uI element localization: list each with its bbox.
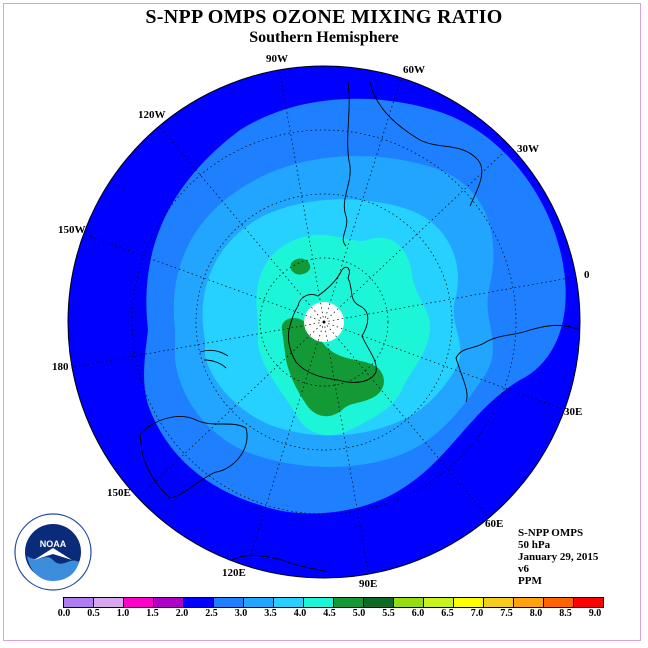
lon-label-90w: 90W bbox=[266, 53, 288, 65]
map-boundary bbox=[67, 65, 581, 579]
colorbar-swatch bbox=[483, 598, 513, 607]
colorbar-swatch bbox=[243, 598, 273, 607]
colorbar-tick-label: 0.0 bbox=[57, 608, 71, 619]
colorbar-tick-label: 7.0 bbox=[470, 608, 484, 619]
colorbar-tick-label: 6.0 bbox=[411, 608, 425, 619]
latitude-circle bbox=[259, 257, 389, 387]
coast-new-zealand bbox=[199, 349, 229, 369]
colorbar-swatch bbox=[543, 598, 573, 607]
coast-indonesia bbox=[231, 554, 329, 573]
colorbar-tick-label: 8.5 bbox=[559, 608, 572, 619]
meridian-0 bbox=[323, 275, 580, 323]
colorbar-swatch bbox=[64, 598, 93, 607]
info-date: January 29, 2015 bbox=[518, 551, 599, 563]
coast-antarctica bbox=[287, 266, 377, 383]
coast-australia bbox=[139, 416, 248, 499]
colorbar-tick-label: 4.5 bbox=[323, 608, 336, 619]
latitude-circle bbox=[131, 129, 517, 515]
colorbar-swatch bbox=[273, 598, 303, 607]
colorbar-swatch bbox=[93, 598, 123, 607]
lon-label-120e: 120E bbox=[222, 567, 246, 579]
longitude-labels: 90W 60W 30W 0 30E 60E 90E 120E 150E 180 … bbox=[52, 53, 590, 590]
colorbar-tick-label: 3.0 bbox=[234, 608, 248, 619]
figure-frame bbox=[3, 3, 641, 641]
colorbar-swatch bbox=[393, 598, 423, 607]
colorbar-tick-label: 6.5 bbox=[441, 608, 454, 619]
colorbar-swatch bbox=[453, 598, 483, 607]
lon-label-90e: 90E bbox=[359, 578, 377, 590]
colorbar-swatch bbox=[213, 598, 243, 607]
colorbar-tick-label: 5.0 bbox=[352, 608, 366, 619]
colorbar-tick-label: 2.0 bbox=[175, 608, 189, 619]
page-title: S-NPP OMPS OZONE MIXING RATIO bbox=[145, 6, 503, 28]
coast-africa bbox=[455, 324, 580, 403]
ozone-band-4.5-main bbox=[281, 318, 384, 417]
colorbar-tick-label: 5.5 bbox=[382, 608, 395, 619]
lon-label-180: 180 bbox=[52, 361, 69, 373]
colorbar-swatch bbox=[153, 598, 183, 607]
colorbar-swatch bbox=[573, 598, 603, 607]
colorbar-swatch bbox=[333, 598, 363, 607]
info-version: v6 bbox=[518, 563, 529, 575]
colorbar-tick-label: 8.0 bbox=[529, 608, 543, 619]
colorbar-swatch bbox=[423, 598, 453, 607]
lon-label-30e: 30E bbox=[564, 406, 582, 418]
colorbar-tick-label: 1.0 bbox=[116, 608, 130, 619]
lon-label-60w: 60W bbox=[403, 64, 425, 76]
meridian-180 bbox=[68, 321, 325, 369]
noaa-logo: NOAA bbox=[14, 513, 92, 591]
logo-bird-icon bbox=[34, 548, 72, 560]
colorbar-swatch bbox=[183, 598, 213, 607]
colorbar-tick-label: 2.5 bbox=[205, 608, 218, 619]
colorbar bbox=[63, 597, 604, 608]
info-instrument: S-NPP OMPS bbox=[518, 527, 584, 539]
ozone-contours bbox=[68, 66, 580, 578]
colorbar-tick-label: 4.0 bbox=[293, 608, 307, 619]
colorbar-tick-label: 9.0 bbox=[588, 608, 602, 619]
latitude-circle bbox=[195, 193, 453, 451]
logo-wave bbox=[27, 556, 79, 581]
lon-label-0: 0 bbox=[584, 269, 590, 281]
graticule bbox=[68, 67, 580, 577]
info-units: PPM bbox=[518, 575, 542, 587]
colorbar-tick-label: 7.5 bbox=[500, 608, 513, 619]
colorbar-swatch bbox=[123, 598, 153, 607]
logo-text: NOAA bbox=[40, 539, 67, 549]
colorbar-swatch bbox=[363, 598, 393, 607]
colorbar-tick-label: 0.5 bbox=[87, 608, 100, 619]
lon-label-30w: 30W bbox=[517, 143, 539, 155]
meridian-30w bbox=[323, 150, 506, 323]
meridian-150e bbox=[142, 321, 325, 494]
coastlines bbox=[139, 81, 580, 573]
colorbar-swatch bbox=[303, 598, 333, 607]
coast-south-america bbox=[342, 81, 483, 247]
lon-label-60e: 60E bbox=[485, 518, 503, 530]
lon-label-150w: 150W bbox=[58, 224, 86, 236]
lon-label-150e: 150E bbox=[107, 487, 131, 499]
info-level: 50 hPa bbox=[518, 539, 551, 551]
ozone-band-4.5-small bbox=[290, 258, 311, 275]
lon-label-120w: 120W bbox=[138, 109, 166, 121]
colorbar-tick-label: 1.5 bbox=[146, 608, 159, 619]
colorbar-tick-label: 3.5 bbox=[264, 608, 277, 619]
page-subtitle: Southern Hemisphere bbox=[249, 29, 399, 46]
colorbar-swatch bbox=[513, 598, 543, 607]
